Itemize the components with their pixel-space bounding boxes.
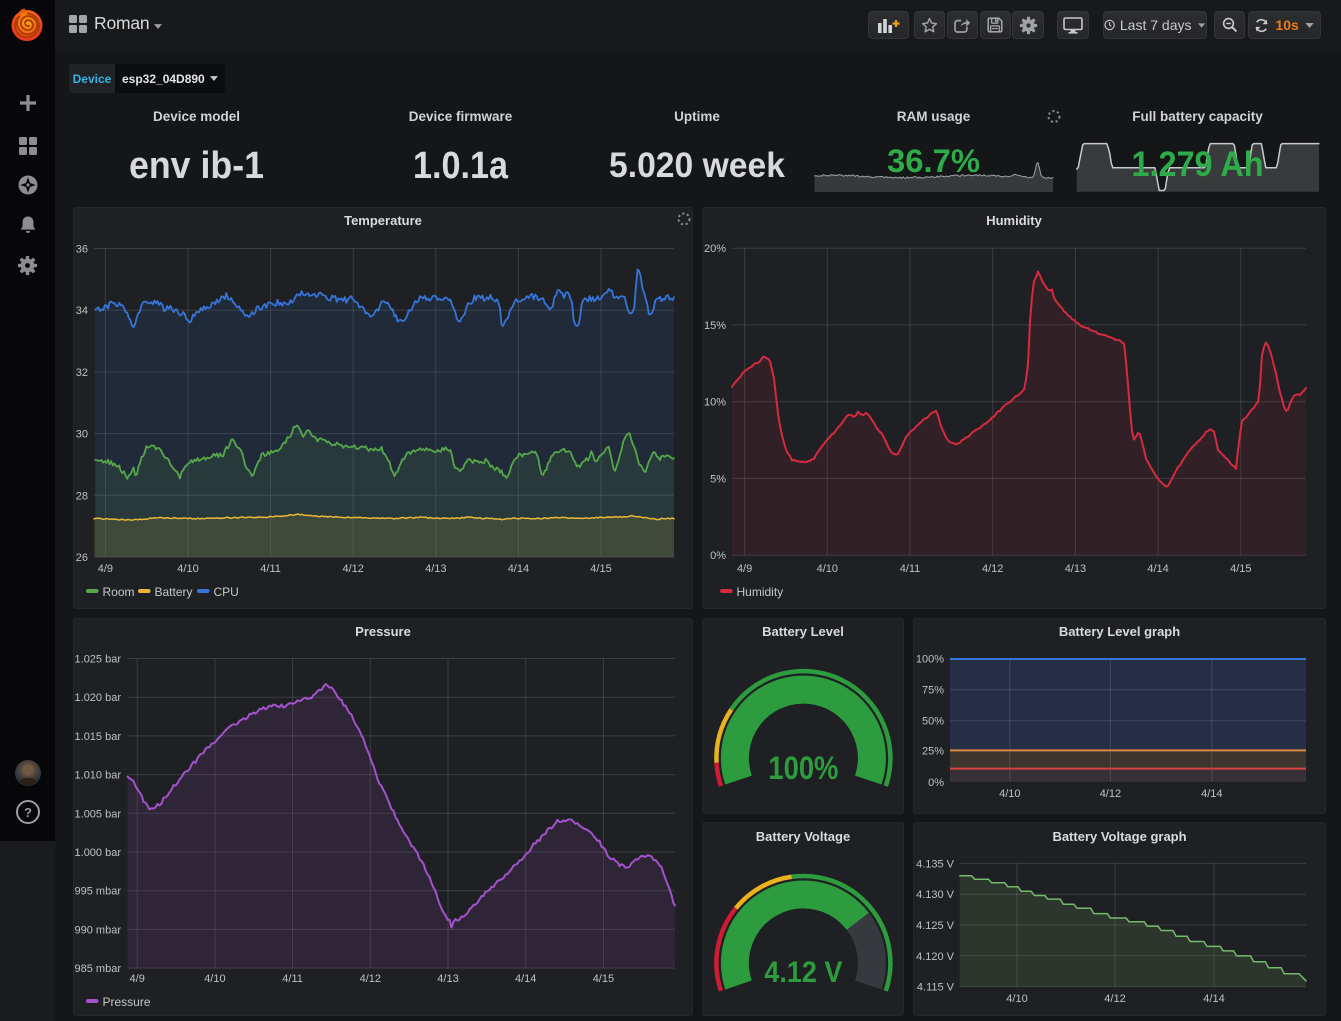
svg-text:4/9: 4/9	[98, 563, 113, 575]
svg-text:env ib-1: env ib-1	[129, 145, 264, 187]
svg-text:25%: 25%	[922, 746, 944, 758]
svg-text:34: 34	[76, 305, 88, 317]
svg-text:4.135 V: 4.135 V	[916, 858, 955, 870]
svg-text:1.015 bar: 1.015 bar	[75, 731, 122, 743]
svg-text:0%: 0%	[710, 550, 726, 562]
svg-text:4/12: 4/12	[1104, 993, 1125, 1005]
svg-text:4/12: 4/12	[1100, 788, 1121, 800]
svg-text:4/15: 4/15	[590, 563, 611, 575]
svg-text:1.005 bar: 1.005 bar	[75, 808, 122, 820]
svg-text:4/9: 4/9	[130, 973, 145, 985]
svg-text:1.025 bar: 1.025 bar	[75, 654, 122, 666]
svg-text:CPU: CPU	[214, 585, 239, 599]
svg-text:28: 28	[76, 490, 88, 502]
svg-text:4/12: 4/12	[360, 973, 381, 985]
svg-text:4.115 V: 4.115 V	[917, 982, 955, 994]
svg-text:Battery Voltage: Battery Voltage	[756, 829, 850, 844]
svg-text:?: ?	[24, 805, 32, 820]
svg-text:Pressure: Pressure	[355, 624, 411, 639]
svg-text:Uptime: Uptime	[674, 109, 720, 124]
svg-text:4/12: 4/12	[342, 563, 363, 575]
svg-text:30: 30	[76, 429, 88, 441]
svg-text:36.7%: 36.7%	[887, 143, 980, 179]
svg-text:1.010 bar: 1.010 bar	[75, 770, 122, 782]
svg-text:4/11: 4/11	[260, 563, 281, 575]
svg-text:15%: 15%	[704, 320, 726, 332]
svg-text:4/10: 4/10	[177, 563, 198, 575]
svg-text:Battery Level: Battery Level	[762, 624, 844, 639]
svg-text:Room: Room	[103, 585, 135, 599]
svg-text:4/12: 4/12	[982, 563, 1003, 575]
svg-text:4/11: 4/11	[900, 563, 921, 575]
svg-text:Device firmware: Device firmware	[409, 109, 513, 124]
svg-text:Pressure: Pressure	[103, 995, 151, 1009]
svg-text:10%: 10%	[704, 397, 726, 409]
svg-text:4.125 V: 4.125 V	[916, 920, 955, 932]
svg-text:4.120 V: 4.120 V	[916, 951, 955, 963]
svg-text:5.020 week: 5.020 week	[609, 146, 786, 185]
svg-text:4/14: 4/14	[515, 973, 536, 985]
svg-text:985 mbar: 985 mbar	[75, 963, 122, 975]
svg-text:4.130 V: 4.130 V	[916, 889, 955, 901]
svg-text:26: 26	[76, 552, 88, 564]
svg-text:4/10: 4/10	[204, 973, 225, 985]
svg-text:4/10: 4/10	[999, 788, 1020, 800]
svg-text:Humidity: Humidity	[737, 585, 784, 599]
svg-text:4/14: 4/14	[1203, 993, 1224, 1005]
svg-text:4/11: 4/11	[282, 973, 303, 985]
svg-text:Device model: Device model	[153, 109, 240, 124]
svg-text:20%: 20%	[704, 243, 726, 255]
svg-text:4.12 V: 4.12 V	[764, 956, 842, 989]
svg-text:Full battery capacity: Full battery capacity	[1132, 109, 1263, 124]
svg-text:4/14: 4/14	[1201, 788, 1222, 800]
svg-text:36: 36	[76, 244, 88, 256]
svg-text:Battery Level graph: Battery Level graph	[1059, 624, 1180, 639]
svg-text:4/13: 4/13	[425, 563, 446, 575]
svg-text:4/13: 4/13	[437, 973, 458, 985]
svg-text:1.020 bar: 1.020 bar	[75, 692, 122, 704]
svg-text:4/10: 4/10	[817, 563, 838, 575]
svg-text:4/9: 4/9	[737, 563, 752, 575]
svg-text:4/14: 4/14	[1147, 563, 1168, 575]
svg-text:4/10: 4/10	[1006, 993, 1027, 1005]
svg-text:100%: 100%	[768, 750, 838, 786]
svg-text:50%: 50%	[922, 716, 944, 728]
svg-text:4/15: 4/15	[593, 973, 614, 985]
svg-text:0%: 0%	[928, 777, 944, 789]
svg-text:RAM usage: RAM usage	[897, 109, 971, 124]
svg-text:32: 32	[76, 367, 88, 379]
svg-text:75%: 75%	[922, 685, 944, 697]
svg-text:Temperature: Temperature	[344, 213, 422, 228]
svg-text:995 mbar: 995 mbar	[75, 886, 122, 898]
svg-text:4/13: 4/13	[1065, 563, 1086, 575]
svg-text:Battery: Battery	[155, 585, 193, 599]
svg-text:1.279 Ah: 1.279 Ah	[1132, 145, 1264, 184]
svg-text:1.0.1a: 1.0.1a	[413, 145, 509, 187]
svg-text:100%: 100%	[916, 654, 944, 666]
svg-text:Humidity: Humidity	[986, 213, 1042, 228]
svg-text:4/14: 4/14	[508, 563, 529, 575]
svg-text:4/15: 4/15	[1230, 563, 1251, 575]
svg-text:1.000 bar: 1.000 bar	[75, 847, 122, 859]
svg-text:5%: 5%	[710, 473, 726, 485]
svg-text:990 mbar: 990 mbar	[75, 924, 122, 936]
svg-text:Battery Voltage graph: Battery Voltage graph	[1052, 829, 1186, 844]
